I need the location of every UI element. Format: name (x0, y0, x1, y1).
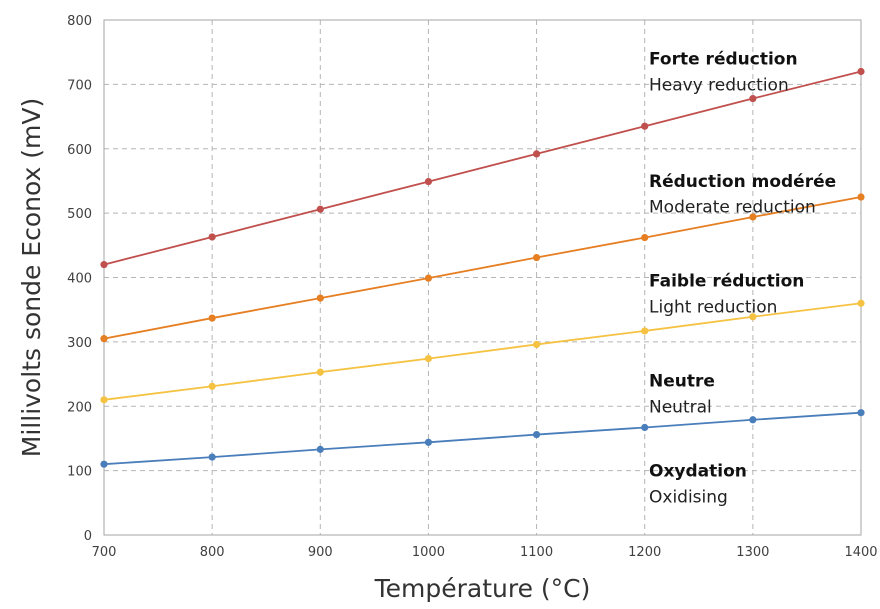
y-tick-label: 600 (67, 143, 92, 158)
y-tick-label: 700 (67, 78, 92, 93)
series-3-point (641, 327, 649, 335)
plot-frame (103, 19, 862, 536)
series-2-point (208, 314, 216, 322)
series-2-point (532, 253, 541, 262)
series-4-point (641, 423, 649, 432)
x-tick-label: 1100 (520, 545, 553, 560)
x-axis-ticks: 700 800 900 1000 1100 1200 1300 1400 (92, 545, 878, 560)
series-1-point (857, 67, 865, 76)
zone-label-fr: Oxydation (649, 462, 747, 482)
series-2-point (424, 274, 433, 282)
series-lines (100, 67, 865, 468)
series-2-point (316, 294, 324, 302)
y-tick-label: 200 (67, 400, 92, 415)
series-2-point (100, 335, 108, 343)
series-4-point (100, 460, 108, 468)
y-tick-label: 400 (67, 272, 92, 287)
series-3-point (316, 368, 324, 376)
zone-label-en: Light reduction (649, 297, 777, 317)
y-tick-label: 500 (67, 207, 92, 222)
series-4-point (749, 416, 757, 424)
series-3-point (100, 396, 108, 404)
series-2-point (749, 213, 757, 221)
series-2-point (641, 233, 649, 242)
y-axis-title: Millivolts sonde Econox (mV) (17, 98, 46, 457)
series-line-4 (103, 411, 862, 466)
x-tick-label: 1300 (736, 545, 769, 560)
series-3-point (749, 313, 757, 321)
series-line-2 (103, 196, 862, 340)
x-tick-label: 900 (308, 545, 333, 560)
series-4-point (316, 445, 324, 453)
x-tick-label: 700 (92, 545, 117, 560)
x-tick-label: 1000 (412, 545, 445, 560)
x-tick-label: 800 (200, 545, 225, 560)
series-3-point (424, 355, 433, 363)
zone-label-en: Neutral (649, 397, 712, 417)
series-line-3 (103, 302, 862, 401)
zone-label-fr: Faible réduction (649, 272, 804, 292)
x-tick-label: 1400 (844, 545, 877, 560)
y-tick-label: 0 (84, 529, 92, 544)
zone-label-fr: Réduction modérée (649, 172, 836, 192)
series-4-point (532, 430, 541, 439)
series-1-point (316, 205, 324, 213)
y-tick-label: 100 (67, 465, 92, 480)
series-4-point (424, 438, 433, 446)
series-2-point (857, 193, 865, 201)
zone-label-fr: Forte réduction (649, 50, 798, 70)
series-1-point (100, 261, 108, 269)
y-axis-ticks: 0 100 200 300 400 500 600 700 800 (67, 14, 92, 544)
series-1-point (532, 150, 541, 158)
y-tick-label: 300 (67, 336, 92, 351)
zone-label-fr: Neutre (649, 372, 715, 392)
zone-label-en: Oxidising (649, 487, 728, 507)
series-1-point (641, 122, 649, 130)
zone-label-en: Moderate reduction (649, 198, 816, 218)
x-axis-title: Température (°C) (374, 574, 591, 603)
series-line-1 (103, 70, 862, 266)
series-3-point (857, 299, 865, 307)
zone-annotations: Forte réduction Heavy reduction Réduction … (649, 50, 836, 508)
series-1-point (749, 94, 757, 103)
series-4-point (208, 453, 216, 461)
gridlines (104, 20, 861, 535)
series-3-point (208, 382, 216, 390)
x-tick-label: 1200 (628, 545, 661, 560)
zone-label-en: Heavy reduction (649, 75, 789, 95)
series-4-point (857, 409, 865, 417)
series-1-point (208, 233, 216, 241)
series-1-point (424, 177, 433, 186)
y-tick-label: 800 (67, 14, 92, 29)
series-3-point (532, 340, 541, 349)
